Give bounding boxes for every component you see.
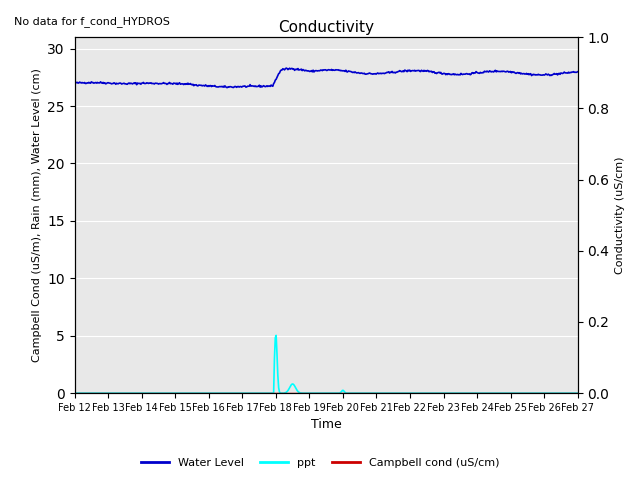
Campbell cond (uS/cm) (70, 390, 78, 396)
ppt (299, 390, 307, 396)
Legend: Water Level, ppt, Campbell cond (uS/cm): Water Level, ppt, Campbell cond (uS/cm) (136, 453, 504, 472)
Campbell cond (uS/cm) (367, 390, 375, 396)
Campbell cond (uS/cm) (160, 390, 168, 396)
ppt (272, 333, 280, 338)
Water Level (300, 67, 308, 73)
Water Level (574, 69, 582, 74)
Line: ppt: ppt (74, 336, 578, 393)
Y-axis label: Campbell Cond (uS/m), Rain (mm), Water Level (cm): Campbell Cond (uS/m), Rain (mm), Water L… (31, 68, 42, 362)
Water Level (369, 72, 376, 77)
Campbell cond (uS/cm) (406, 390, 414, 396)
X-axis label: Time: Time (311, 419, 342, 432)
Y-axis label: Conductivity (uS/cm): Conductivity (uS/cm) (615, 156, 625, 274)
Water Level (408, 68, 416, 73)
Campbell cond (uS/cm) (574, 390, 582, 396)
Campbell cond (uS/cm) (200, 390, 208, 396)
Water Level (160, 80, 168, 85)
ppt (408, 390, 415, 396)
Water Level (70, 80, 78, 86)
ppt (451, 390, 458, 396)
Water Level (230, 84, 237, 90)
ppt (160, 390, 168, 396)
Water Level (200, 83, 208, 88)
Campbell cond (uS/cm) (449, 390, 457, 396)
Water Level (282, 65, 290, 71)
Campbell cond (uS/cm) (298, 390, 306, 396)
Title: Conductivity: Conductivity (278, 20, 374, 35)
ppt (368, 390, 376, 396)
ppt (70, 390, 78, 396)
Text: MB_tule: MB_tule (0, 479, 1, 480)
ppt (574, 390, 582, 396)
Water Level (451, 71, 459, 77)
Line: Water Level: Water Level (74, 68, 578, 87)
Text: No data for f_cond_HYDROS: No data for f_cond_HYDROS (14, 16, 170, 27)
ppt (200, 390, 208, 396)
